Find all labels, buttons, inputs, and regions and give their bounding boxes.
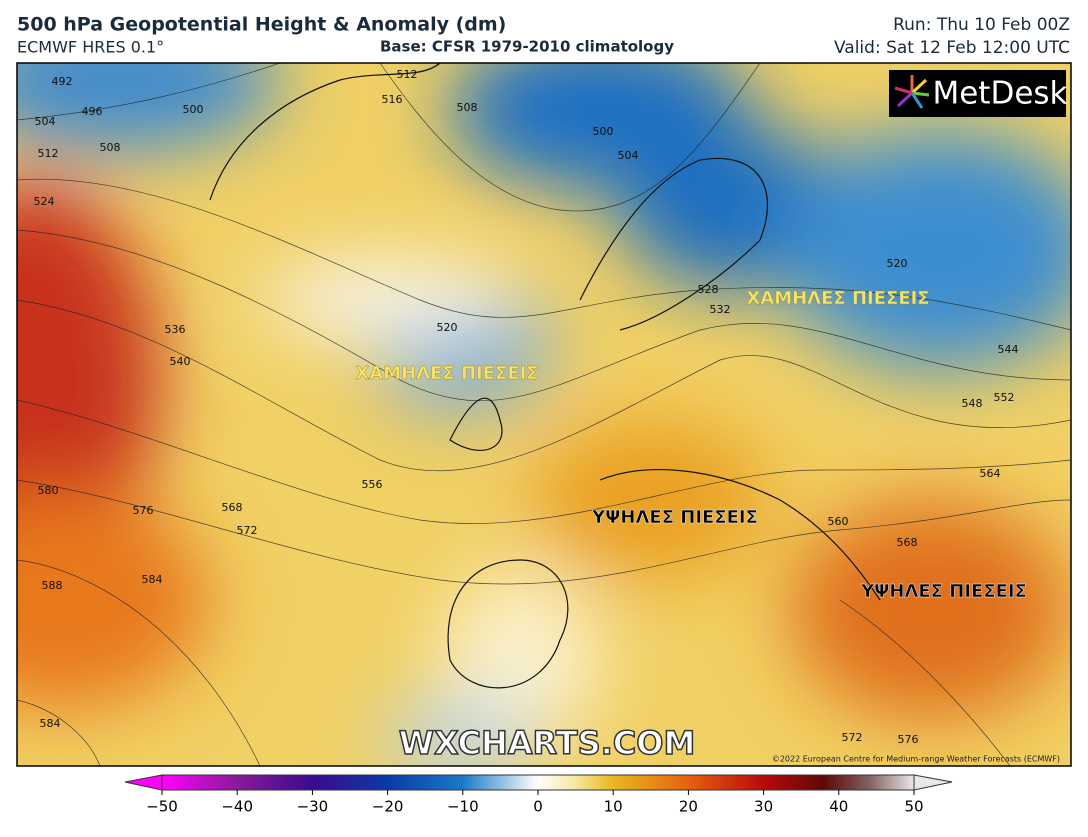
- contour-label: 504: [618, 149, 639, 162]
- pressure-annotation: ΧΑΜΗΛΕΣ ΠΙΕΣΕΙΣ: [746, 288, 929, 309]
- logo-icon: [894, 75, 930, 109]
- colorbar-tick-label: −10: [447, 798, 479, 816]
- colorbar-tick-label: 20: [679, 798, 698, 816]
- contour-label: 524: [34, 195, 55, 208]
- contours: [17, 63, 1071, 766]
- pressure-annotation: ΧΑΜΗΛΕΣ ΠΙΕΣΕΙΣ: [355, 363, 538, 384]
- contour-label: 512: [38, 147, 59, 160]
- colorbar: [161, 774, 915, 791]
- contour-label: 536: [165, 323, 186, 336]
- copyright: ©2022 European Centre for Medium-range W…: [772, 755, 1060, 764]
- colorbar-tick-label: −30: [297, 798, 329, 816]
- contour-label: 544: [998, 343, 1019, 356]
- map-frame: [16, 62, 1072, 767]
- contour-label: 516: [382, 93, 403, 106]
- pressure-annotation: ΥΨΗΛΕΣ ΠΙΕΣΕΙΣ: [591, 507, 758, 528]
- contour-label: 500: [183, 103, 204, 116]
- contour-label: 568: [897, 536, 918, 549]
- colorbar-tick-label: 0: [533, 798, 543, 816]
- map-field: [17, 63, 1071, 766]
- contour-label: 588: [42, 579, 63, 592]
- colorbar-tick-label: 10: [604, 798, 623, 816]
- contour-label: 576: [133, 504, 154, 517]
- contour-label: 580: [38, 484, 59, 497]
- contour-label: 576: [898, 733, 919, 746]
- run: Run: Thu 10 Feb 00Z: [893, 15, 1070, 35]
- watermark: WXCHARTS.COM: [399, 724, 696, 762]
- logo: MetDesk: [932, 76, 1067, 112]
- contour-label: 552: [994, 391, 1015, 404]
- contour-label: 540: [170, 355, 191, 368]
- colorbar-tick-label: −50: [146, 798, 178, 816]
- colorbar-tick-label: 40: [829, 798, 848, 816]
- contour-label: 548: [962, 397, 983, 410]
- contour-label: 556: [362, 478, 383, 491]
- contour-label: 504: [35, 115, 56, 128]
- pressure-annotation: ΥΨΗΛΕΣ ΠΙΕΣΕΙΣ: [860, 581, 1027, 602]
- base: Base: CFSR 1979-2010 climatology: [380, 38, 674, 56]
- contour-label: 500: [593, 125, 614, 138]
- contour-label: 560: [828, 515, 849, 528]
- contour-label: 572: [842, 731, 863, 744]
- colorbar-min-arrow: [124, 774, 163, 791]
- coastlines: [209, 63, 881, 689]
- title: 500 hPa Geopotential Height & Anomaly (d…: [17, 14, 506, 36]
- valid: Valid: Sat 12 Feb 12:00 UTC: [834, 38, 1070, 58]
- contour-label: 520: [437, 321, 458, 334]
- contour-label: 564: [980, 467, 1001, 480]
- contour-label: 568: [222, 501, 243, 514]
- colorbar-tick-label: −20: [372, 798, 404, 816]
- contour-label: 584: [142, 573, 163, 586]
- colorbar-tick-label: 30: [754, 798, 773, 816]
- contour-label: 496: [82, 105, 103, 118]
- contour-label: 508: [457, 101, 478, 114]
- contour-label: 572: [237, 524, 258, 537]
- model: ECMWF HRES 0.1°: [17, 38, 164, 57]
- contour-label: 512: [397, 68, 418, 81]
- colorbar-max-arrow: [913, 774, 953, 791]
- colorbar-tick-label: −40: [221, 798, 253, 816]
- contour-label: 532: [710, 303, 731, 316]
- colorbar-tick-label: 50: [904, 798, 923, 816]
- contour-label: 508: [100, 141, 121, 154]
- contour-label: 520: [887, 257, 908, 270]
- contour-label: 492: [52, 75, 73, 88]
- contour-label: 528: [698, 283, 719, 296]
- contour-label: 584: [40, 717, 61, 730]
